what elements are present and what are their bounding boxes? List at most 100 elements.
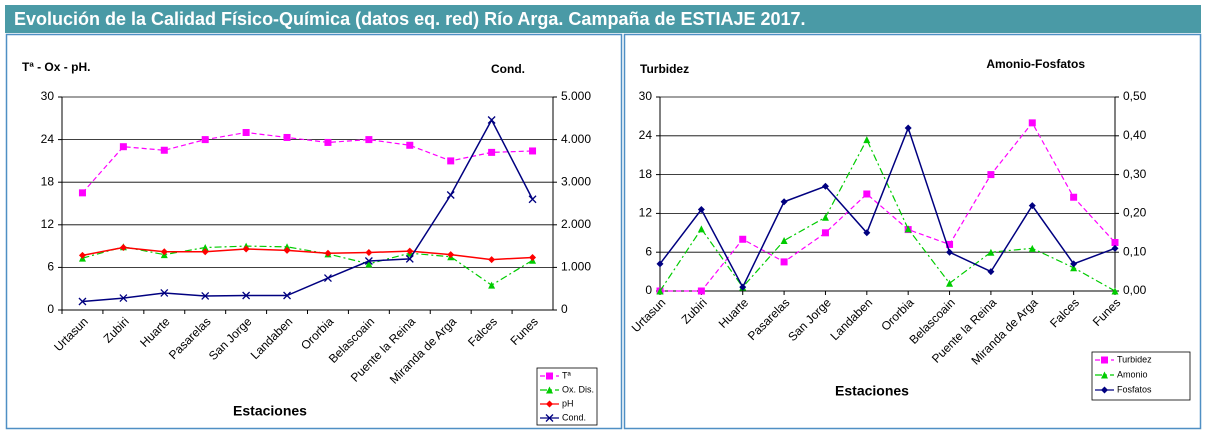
marker [780,237,788,245]
marker [863,190,871,198]
marker [545,414,554,422]
legend-label: Ox. Dis. [562,384,594,394]
panel-right [623,33,1202,430]
marker [1028,119,1036,127]
legend-label: Turbidez [1117,354,1152,364]
marker [160,248,168,256]
legend-label: Fosfatos [1117,384,1152,394]
marker [1101,371,1108,379]
marker [488,256,496,264]
marker [1070,264,1078,272]
marker [780,258,788,266]
marker [821,213,829,221]
marker [201,291,210,300]
marker [78,251,86,259]
marker [1101,356,1108,364]
x-tick-label: Landaben [828,295,876,343]
legend-label: Tª [562,370,571,380]
x-tick-label: Zubiri [679,295,710,326]
marker [78,297,87,306]
line [659,138,1116,292]
legend-box [1091,351,1191,401]
marker [405,254,414,263]
marker [863,229,871,237]
marker [406,247,414,255]
marker [160,289,169,297]
y2-axis-label: Amonio-Fosfatos [986,57,1085,71]
series [78,116,537,306]
line [82,245,533,286]
y2-axis-label: Cond. [491,62,525,76]
line [82,246,533,261]
y2-tick-label: 0,20 [1123,206,1147,220]
marker [739,283,747,291]
line [82,131,533,194]
y-tick-label: 0 [47,302,54,316]
marker [283,246,291,254]
y2-tick-label: 0,30 [1123,167,1147,181]
y-tick-label: 6 [47,260,54,274]
panel-left [5,33,623,430]
marker [987,248,995,256]
series [78,244,537,264]
line [660,121,1116,292]
x-tick-label: Zubiri [101,314,132,345]
y-tick-label: 18 [639,167,653,181]
y2-tick-label: 0,50 [1123,89,1147,103]
marker [488,281,496,289]
marker [1111,287,1119,295]
line [82,118,534,303]
y-axis-label: Turbidez [640,62,689,76]
x-tick-label: Pasarelas [745,295,793,343]
marker [406,141,414,149]
marker [487,116,496,124]
legend-label: Cond. [562,412,586,422]
line [659,125,1116,289]
x-tick-label: Falces [1047,295,1082,330]
series [656,119,1119,295]
series [656,136,1119,295]
series [656,124,1119,291]
marker [201,136,209,144]
marker [821,229,829,237]
marker [283,291,292,300]
marker [946,240,954,248]
x-tick-label: Urtasun [629,295,669,335]
x-tick-label: Urtasun [51,314,91,354]
y2-tick-label: 0,00 [1123,283,1147,297]
marker [119,294,128,303]
marker [987,268,995,276]
x-tick-label: Funes [507,314,540,347]
marker [946,248,954,256]
x-tick-label: Funes [1090,295,1123,328]
marker [697,225,705,233]
marker [529,253,537,261]
marker [283,243,291,251]
y-tick-label: 24 [41,132,55,146]
y-tick-label: 24 [639,128,653,142]
marker [697,287,705,295]
y2-tick-label: 0 [561,302,568,316]
y-tick-label: 12 [41,217,55,231]
marker [1028,202,1036,210]
x-tick-label: Ororbia [878,295,916,333]
marker [546,372,553,380]
marker [201,248,209,256]
x-tick-label: Falces [465,314,500,349]
marker [119,244,127,252]
marker [160,146,168,154]
series [78,129,537,197]
y2-tick-label: 0,10 [1123,244,1147,258]
x-tick-label: Huarte [137,314,173,350]
marker [1028,244,1036,252]
marker [242,129,250,136]
y2-tick-label: 4.000 [561,132,591,146]
y-tick-label: 0 [645,283,652,297]
marker [364,257,373,265]
marker [323,274,332,283]
marker [242,245,250,253]
marker [1070,260,1078,268]
marker [821,182,829,190]
marker [863,136,871,144]
